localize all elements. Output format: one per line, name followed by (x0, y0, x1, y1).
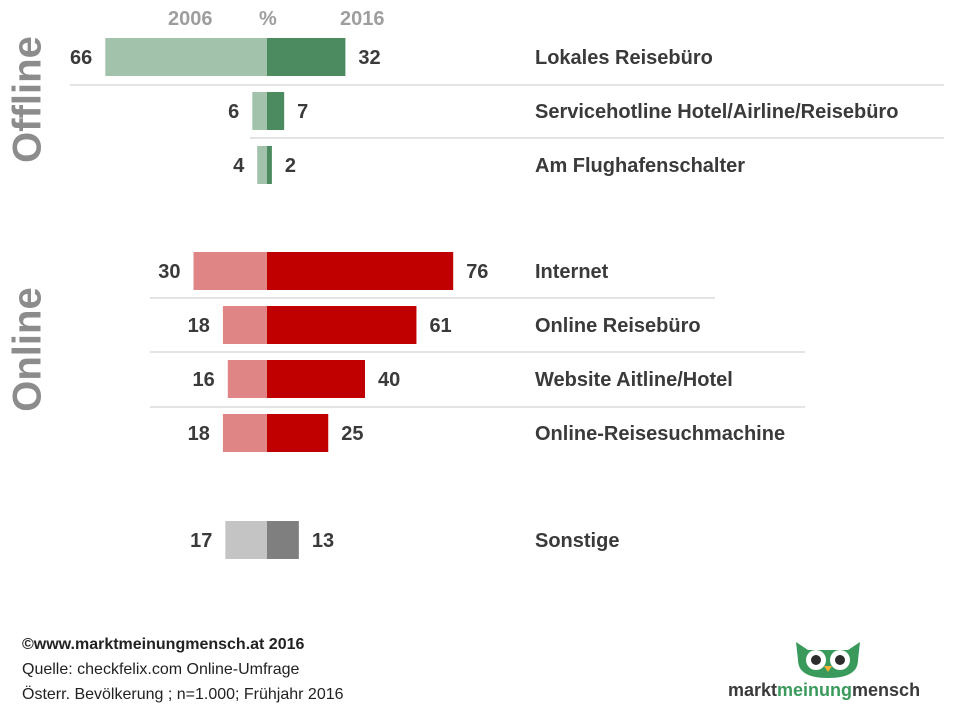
data-label-2016-4: 61 (429, 315, 451, 337)
bar-2016-4 (267, 306, 417, 344)
category-label-3: Internet (535, 261, 609, 283)
footer-copyright: ©www.marktmeinungmensch.at 2016 (22, 636, 305, 653)
bar-2006-2 (257, 146, 267, 184)
logo-text-meinung: meinung (777, 680, 853, 700)
data-label-2006-0: 66 (70, 47, 92, 69)
header-year-2006: 2006 (168, 8, 213, 30)
bar-2006-0 (105, 38, 267, 76)
bar-2006-3 (193, 252, 267, 290)
data-label-2016-6: 25 (341, 423, 363, 445)
header-year-2016: 2016 (340, 8, 385, 30)
data-label-2016-5: 40 (378, 369, 400, 391)
data-label-2006-4: 18 (188, 315, 210, 337)
data-label-2006-3: 30 (158, 261, 180, 283)
data-label-2016-7: 13 (312, 530, 334, 552)
footer-source: Quelle: checkfelix.com Online-Umfrage (22, 661, 300, 678)
category-label-4: Online Reisebüro (535, 315, 701, 337)
logo-text-markt: markt (728, 680, 778, 700)
bar-2016-2 (267, 146, 272, 184)
data-label-2016-2: 2 (285, 155, 296, 177)
data-label-2006-7: 17 (190, 530, 212, 552)
bar-2016-0 (267, 38, 346, 76)
logo-wordmark: marktmeinungmensch (728, 680, 920, 701)
bar-2006-5 (227, 360, 267, 398)
category-label-2: Am Flughafenschalter (535, 155, 745, 177)
bar-2006-1 (252, 92, 267, 130)
bar-2006-4 (222, 306, 267, 344)
data-label-2006-5: 16 (193, 369, 215, 391)
category-label-5: Website Aitline/Hotel (535, 369, 733, 391)
footer-sample: Österr. Bevölkerung ; n=1.000; Frühjahr … (22, 686, 344, 703)
data-label-2006-1: 6 (228, 101, 239, 123)
category-label-7: Sonstige (535, 530, 619, 552)
category-label-0: Lokales Reisebüro (535, 47, 713, 69)
category-label-1: Servicehotline Hotel/Airline/Reisebüro (535, 101, 898, 123)
data-label-2016-1: 7 (297, 101, 308, 123)
brand-logo: marktmeinungmensch (728, 636, 948, 706)
bar-2006-7 (225, 521, 267, 559)
bar-2016-3 (267, 252, 454, 290)
data-label-2016-0: 32 (358, 47, 380, 69)
logo-text-mensch: mensch (852, 680, 921, 700)
owl-icon (796, 642, 860, 678)
data-label-2006-2: 4 (233, 155, 245, 177)
data-label-2016-3: 76 (466, 261, 488, 283)
category-label-6: Online-Reisesuchmachine (535, 423, 785, 445)
bar-2016-7 (267, 521, 299, 559)
bar-2006-6 (222, 414, 267, 452)
bar-2016-1 (267, 92, 285, 130)
data-label-2006-6: 18 (188, 423, 210, 445)
header-unit: % (259, 8, 277, 30)
bar-2016-6 (267, 414, 329, 452)
bar-2016-5 (267, 360, 365, 398)
